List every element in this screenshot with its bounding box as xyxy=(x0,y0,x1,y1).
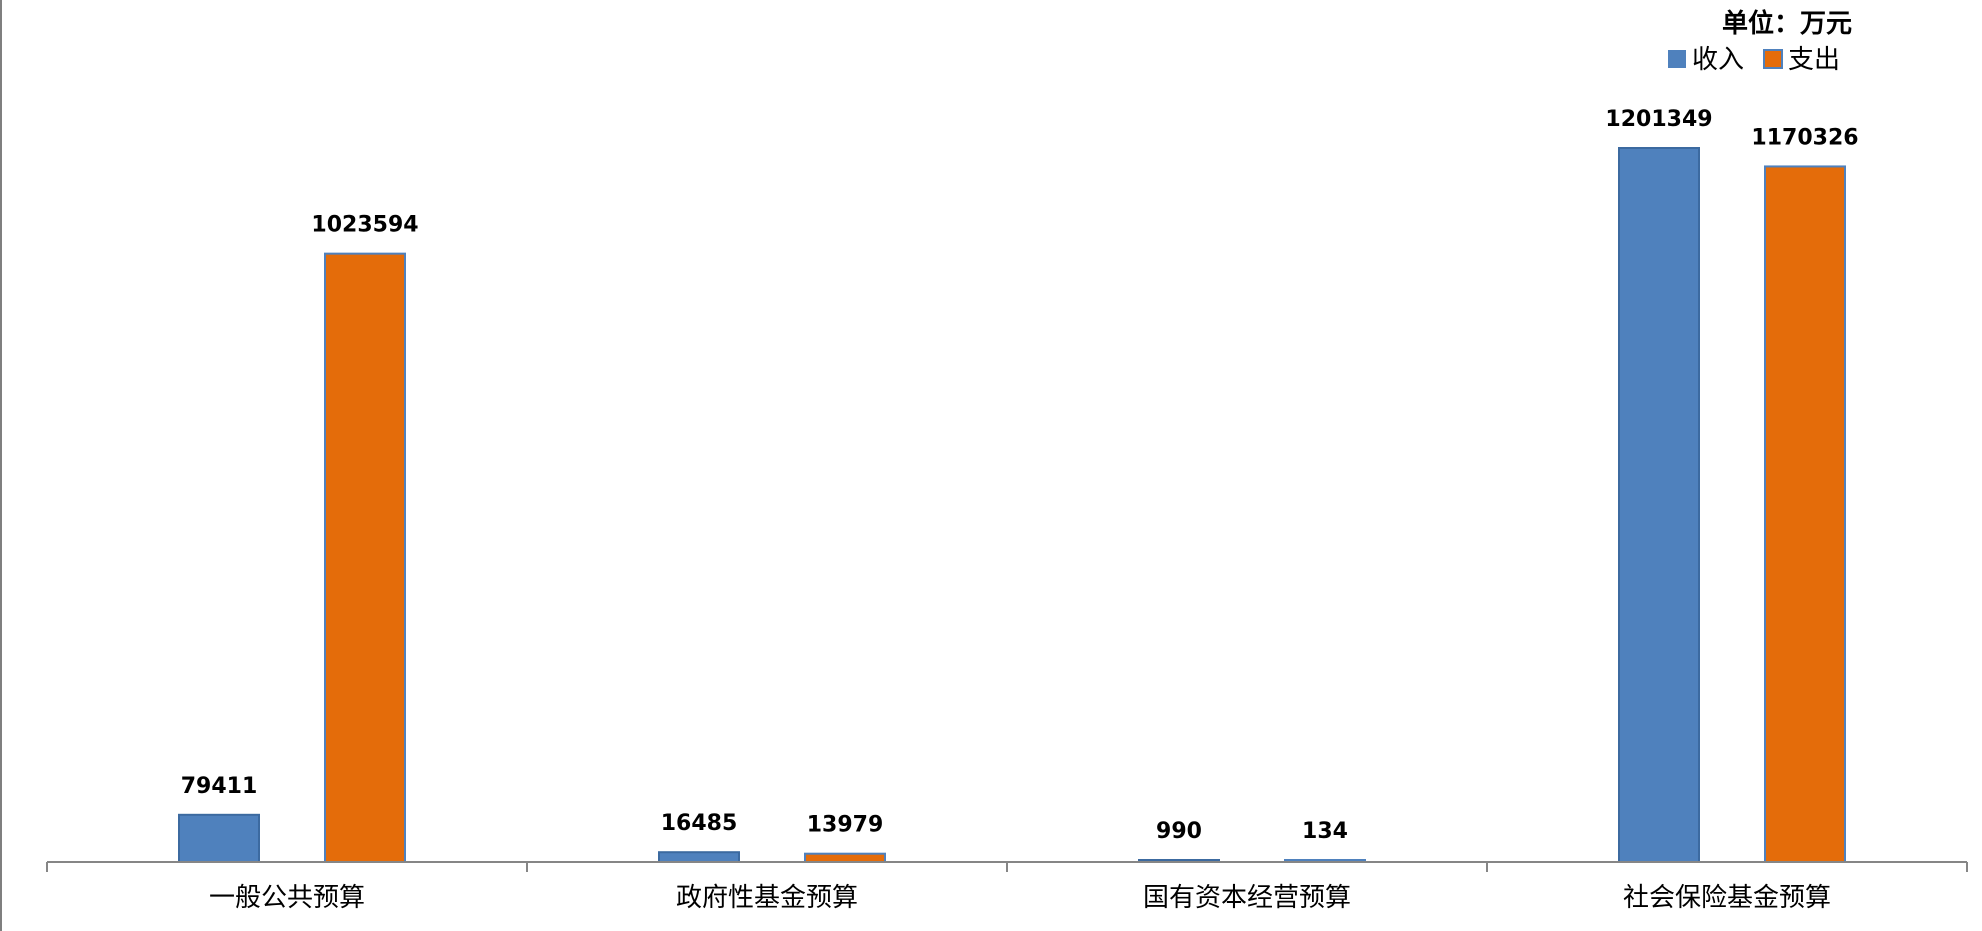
x-tick-label-1: 政府性基金预算 xyxy=(676,883,858,913)
data-label-expense-3: 1170326 xyxy=(1751,125,1858,150)
bar-expense-0 xyxy=(324,252,406,864)
legend-swatch-expense xyxy=(1763,49,1783,69)
bar-expense-1 xyxy=(804,852,886,863)
data-label-expense-1: 13979 xyxy=(807,813,884,838)
data-label-expense-2: 134 xyxy=(1302,819,1348,844)
legend-label-income: 收入 xyxy=(1692,45,1744,75)
bar-expense-3 xyxy=(1764,165,1846,864)
data-label-expense-0: 1023594 xyxy=(311,213,418,238)
x-tick-label-2: 国有资本经营预算 xyxy=(1143,883,1351,913)
legend-label-expense: 支出 xyxy=(1788,45,1840,75)
legend-swatch-income xyxy=(1668,50,1686,68)
bar-income-1 xyxy=(658,851,740,864)
bar-income-3 xyxy=(1618,147,1700,863)
bar-income-0 xyxy=(178,813,260,864)
data-label-income-1: 16485 xyxy=(661,811,738,836)
data-labels-group: 79411 1023594 16485 13979 990 134 1201349 11703… xyxy=(181,107,1859,844)
data-label-income-3: 1201349 xyxy=(1605,107,1712,132)
legend: 收入 支出 xyxy=(1668,45,1840,75)
unit-label: 单位：万元 xyxy=(1722,8,1852,39)
data-label-income-0: 79411 xyxy=(181,774,258,799)
x-tick-label-0: 一般公共预算 xyxy=(209,883,365,913)
bars-group xyxy=(178,147,1846,864)
x-tick-label-3: 社会保险基金预算 xyxy=(1623,883,1831,913)
x-axis: 一般公共预算 政府性基金预算 国有资本经营预算 社会保险基金预算 xyxy=(46,861,1968,913)
data-label-income-2: 990 xyxy=(1156,819,1202,844)
